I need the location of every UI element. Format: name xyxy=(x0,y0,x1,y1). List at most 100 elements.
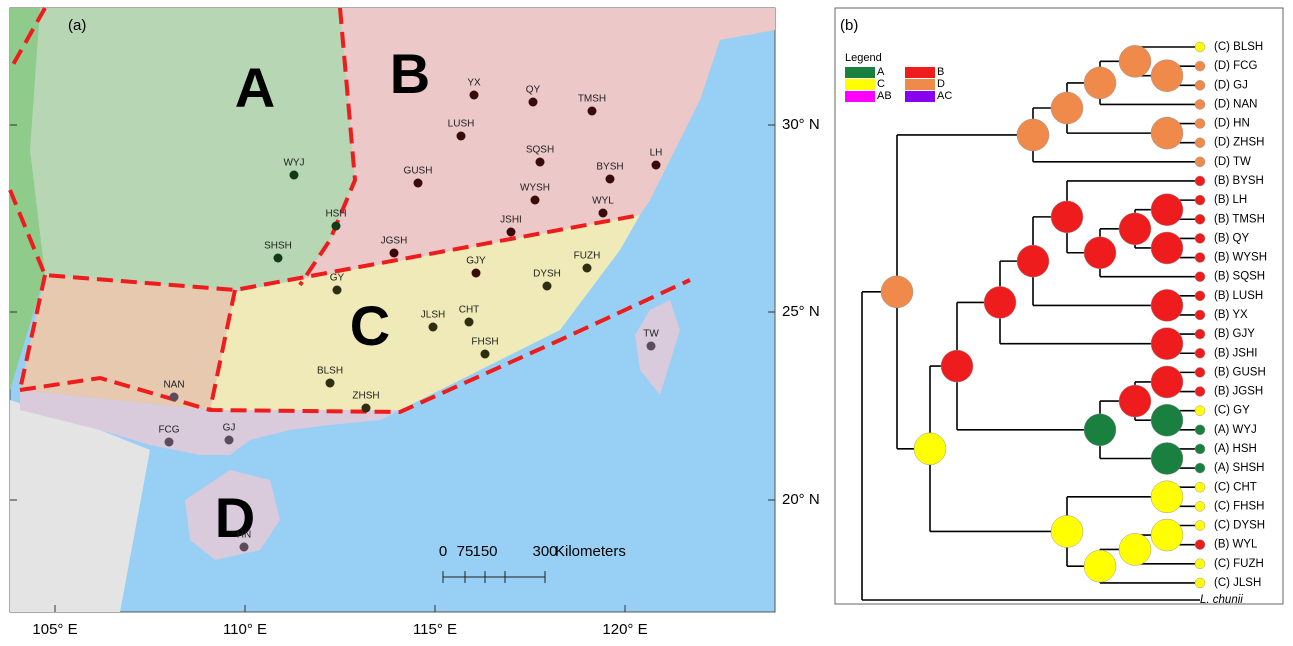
site-label: FHSH xyxy=(471,337,498,348)
tip-state xyxy=(1195,138,1205,148)
site-dot xyxy=(543,282,552,291)
scale-label: Kilometers xyxy=(555,543,626,560)
tip-label: (B) WYSH xyxy=(1214,252,1267,264)
tip-state xyxy=(1195,387,1205,397)
tip-label: (B) LUSH xyxy=(1214,290,1263,302)
legend-label: AB xyxy=(877,90,892,102)
tip-state xyxy=(1195,367,1205,377)
ancestral-state xyxy=(1151,443,1183,475)
scale-label: 75 xyxy=(457,543,474,560)
ancestral-state xyxy=(1119,213,1151,245)
tip-state xyxy=(1195,80,1205,90)
tip-label: (B) BYSH xyxy=(1214,175,1264,187)
site-dot xyxy=(599,209,608,218)
region-label: C xyxy=(350,294,390,357)
site-label: LH xyxy=(650,148,663,159)
ancestral-state xyxy=(1084,550,1116,582)
site-dot xyxy=(472,269,481,278)
site-dot xyxy=(531,196,540,205)
lat-label: 25° N xyxy=(782,303,820,320)
site-label: GUSH xyxy=(404,166,433,177)
panel-label: (b) xyxy=(840,17,858,34)
tip-label: (A) SHSH xyxy=(1214,462,1264,474)
tip-label: (D) TW xyxy=(1214,156,1251,168)
scale-label: 300 xyxy=(532,543,557,560)
tip-state xyxy=(1195,425,1205,435)
site-dot xyxy=(326,379,335,388)
ancestral-state xyxy=(1151,232,1183,264)
ancestral-state xyxy=(1084,67,1116,99)
legend-label: C xyxy=(877,78,885,90)
region-a xyxy=(10,8,355,290)
tip-state xyxy=(1195,406,1205,416)
site-dot xyxy=(240,543,249,552)
site-label: GY xyxy=(330,273,345,284)
site-dot xyxy=(333,286,342,295)
site-dot xyxy=(429,323,438,332)
lon-label: 120° E xyxy=(602,621,647,638)
site-label: JGSH xyxy=(381,236,408,247)
site-dot xyxy=(225,436,234,445)
site-dot xyxy=(274,254,283,263)
legend-swatch xyxy=(905,67,935,78)
ancestral-state xyxy=(941,350,973,382)
tip-state xyxy=(1195,348,1205,358)
tip-state xyxy=(1195,501,1205,511)
legend-label: A xyxy=(877,66,885,78)
tip-state xyxy=(1195,444,1205,454)
site-label: HN xyxy=(237,530,251,541)
tip-label: (C) JLSH xyxy=(1214,577,1261,589)
tip-state xyxy=(1195,176,1205,186)
site-label: TMSH xyxy=(578,94,606,105)
site-label: FCG xyxy=(158,425,179,436)
site-dot xyxy=(465,318,474,327)
ancestral-state xyxy=(1084,414,1116,446)
ancestral-state xyxy=(1151,194,1183,226)
site-label: NAN xyxy=(163,380,184,391)
ancestral-state xyxy=(1084,237,1116,269)
tip-label: (C) CHT xyxy=(1214,481,1257,493)
tip-state xyxy=(1195,272,1205,282)
ancestral-state xyxy=(1151,60,1183,92)
ancestral-state xyxy=(1151,117,1183,149)
legend-title: Legend xyxy=(845,52,882,64)
tip-label: (C) FHSH xyxy=(1214,500,1264,512)
site-label: JSHI xyxy=(500,215,522,226)
tip-state xyxy=(1195,195,1205,205)
site-dot xyxy=(583,264,592,273)
tip-label: (B) TMSH xyxy=(1214,213,1265,225)
tip-state xyxy=(1195,559,1205,569)
site-dot xyxy=(290,171,299,180)
tip-label: (C) GY xyxy=(1214,405,1250,417)
ancestral-state xyxy=(1151,519,1183,551)
outgroup-label: L. chunii xyxy=(1200,594,1243,606)
tip-state xyxy=(1195,233,1205,243)
scale-label: 0 xyxy=(439,543,447,560)
scale-label: 150 xyxy=(472,543,497,560)
legend-swatch xyxy=(845,91,875,102)
ancestral-state xyxy=(1151,366,1183,398)
ancestral-state xyxy=(1151,328,1183,360)
site-dot xyxy=(414,179,423,188)
site-label: WYSH xyxy=(520,183,550,194)
tip-label: (A) WYJ xyxy=(1214,424,1257,436)
tip-state xyxy=(1195,99,1205,109)
lon-label: 105° E xyxy=(32,621,77,638)
legend-swatch xyxy=(905,91,935,102)
site-label: SHSH xyxy=(264,241,292,252)
lat-label: 30° N xyxy=(782,116,820,133)
tip-label: (D) ZHSH xyxy=(1214,137,1264,149)
lon-label: 110° E xyxy=(223,621,267,638)
site-label: LUSH xyxy=(448,119,475,130)
site-label: WYL xyxy=(592,196,614,207)
tip-label: (B) JGSH xyxy=(1214,386,1263,398)
site-dot xyxy=(652,161,661,170)
site-dot xyxy=(588,107,597,116)
site-dot xyxy=(536,158,545,167)
ancestral-state xyxy=(1017,245,1049,277)
ancestral-state xyxy=(984,286,1016,318)
ancestral-state xyxy=(1051,515,1083,547)
legend-swatch xyxy=(905,79,935,90)
site-dot xyxy=(457,132,466,141)
site-label: GJY xyxy=(466,256,486,267)
